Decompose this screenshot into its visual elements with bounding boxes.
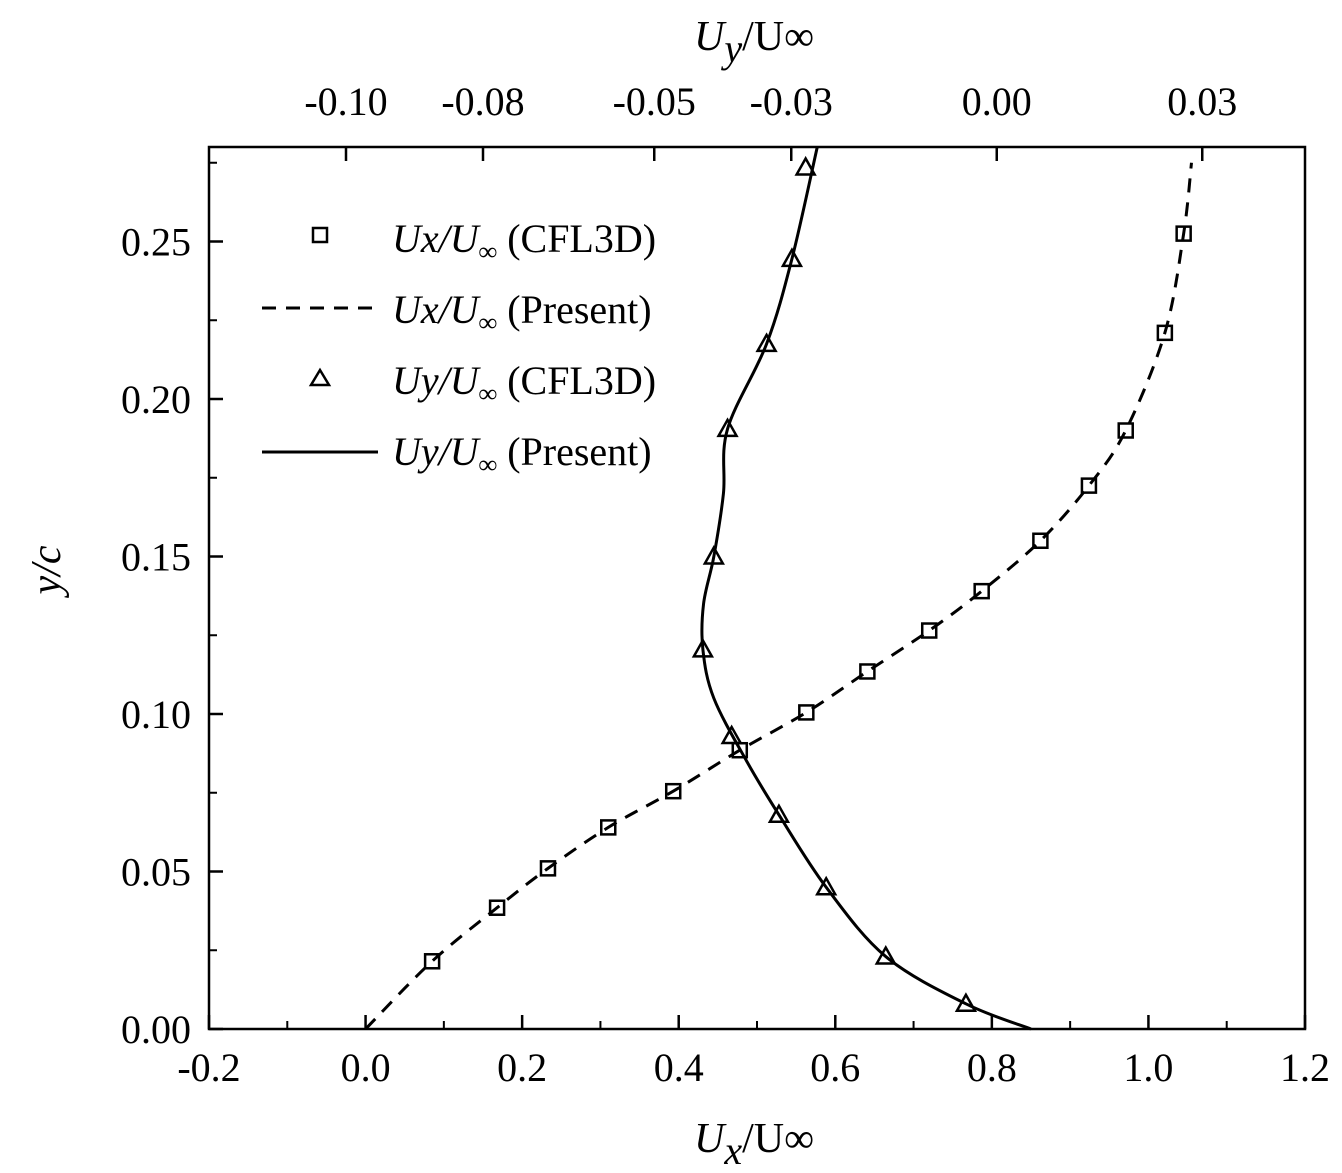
x2-tick-label: -0.05 — [613, 79, 696, 124]
ux-cfl3d-point — [539, 860, 557, 877]
uy-cfl3d-point — [716, 417, 739, 438]
series-ux-present-line — [364, 162, 1193, 1031]
x-tick-label: 0.2 — [497, 1045, 547, 1090]
legend-label-ux-present: Ux/U∞ (Present) — [392, 287, 652, 337]
ux-cfl3d-point — [664, 782, 682, 800]
ux-cfl3d-point — [920, 622, 938, 639]
x2-axis-title: Uy/U∞ — [694, 14, 814, 71]
x-tick-label: 1.0 — [1123, 1045, 1173, 1090]
y-tick-label: 0.25 — [121, 220, 191, 265]
x-tick-label: 0.0 — [341, 1045, 391, 1090]
series-layer — [364, 146, 1193, 1031]
plot-frame — [207, 145, 1307, 1031]
legend-triangle-marker — [308, 367, 332, 387]
axis-ticks — [207, 147, 1307, 1031]
x-tick-labels: -0.2 0.0 0.2 0.4 0.6 0.8 1.0 1.2 — [177, 1045, 1330, 1090]
y-tick-label: 0.20 — [121, 377, 191, 422]
ux-cfl3d-point — [1117, 422, 1134, 439]
x-tick-label: 1.2 — [1280, 1045, 1330, 1090]
x-tick-label: 0.8 — [967, 1045, 1017, 1090]
ux-cfl3d-point — [1032, 532, 1049, 549]
uy-cfl3d-point — [815, 875, 838, 896]
uy-cfl3d-point — [874, 945, 897, 965]
ux-cfl3d-point — [859, 663, 876, 680]
x-axis-title: Ux/U∞ — [694, 1116, 814, 1173]
ux-cfl3d-point — [1080, 477, 1098, 494]
legend-label-uy-present: Uy/U∞ (Present) — [392, 429, 652, 479]
uy-cfl3d-point — [755, 332, 778, 353]
ux-cfl3d-point — [423, 953, 441, 970]
x-tick-label: 0.6 — [810, 1045, 860, 1090]
y-tick-label: 0.10 — [121, 692, 191, 737]
y-axis-title: y/c — [24, 545, 70, 598]
x2-tick-label: -0.03 — [750, 79, 833, 124]
series-uy-present-line — [700, 146, 1032, 1031]
x2-tick-label: 0.03 — [1167, 79, 1237, 124]
y-tick-label: 0.00 — [121, 1007, 191, 1052]
x2-tick-label: -0.10 — [304, 79, 387, 124]
legend-label-ux-cfl3d: Ux/U∞ (CFL3D) — [392, 216, 656, 266]
uy-cfl3d-point — [780, 247, 804, 268]
y-tick-labels: 0.00 0.05 0.10 0.15 0.20 0.25 — [121, 220, 191, 1053]
x2-tick-label: 0.00 — [962, 79, 1032, 124]
uy-cfl3d-point — [767, 803, 791, 824]
uy-cfl3d-point — [720, 724, 743, 745]
y-tick-label: 0.15 — [121, 535, 191, 580]
legend: Ux/U∞ (CFL3D) Ux/U∞ (Present) Uy/U∞ (CFL… — [262, 216, 656, 479]
x-tick-label: -0.2 — [177, 1045, 240, 1090]
uy-cfl3d-point — [794, 155, 817, 176]
legend-square-marker — [311, 226, 329, 244]
legend-label-uy-cfl3d: Uy/U∞ (CFL3D) — [392, 358, 656, 408]
ux-cfl3d-point — [798, 704, 815, 721]
ux-cfl3d-point — [973, 582, 990, 600]
x-tick-label: 0.4 — [654, 1045, 704, 1090]
ux-cfl3d-point — [600, 819, 617, 836]
ux-cfl3d-point — [488, 899, 506, 916]
x2-tick-label: -0.08 — [441, 79, 524, 124]
x2-tick-labels: -0.10 -0.08 -0.05 -0.03 0.00 0.03 — [304, 79, 1237, 124]
y-tick-label: 0.05 — [121, 850, 191, 895]
ux-cfl3d-point — [1156, 324, 1174, 342]
